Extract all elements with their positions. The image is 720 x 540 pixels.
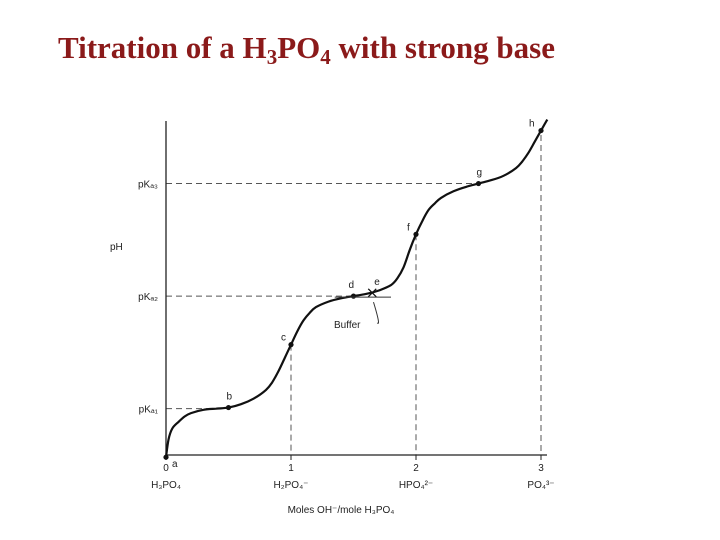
point-label-g: g <box>477 168 483 179</box>
data-point-f <box>413 231 419 237</box>
title-subscript-4: 4 <box>320 45 331 69</box>
data-point-d <box>350 293 357 299</box>
point-label-h: h <box>529 119 535 130</box>
title-suffix: with strong base <box>330 30 555 65</box>
x-axis-label: Moles OH⁻/mole H₃PO₄ <box>288 505 395 516</box>
x-tick-label: 0 <box>163 463 169 474</box>
data-point-b <box>225 404 232 411</box>
y-tick-label: pKₐ₃ <box>138 180 158 191</box>
titration-curve <box>164 119 549 458</box>
buffer-annotation: Buffer <box>334 320 361 331</box>
y-tick-label: pKₐ₁ <box>139 405 159 416</box>
title-prefix: Titration of a H <box>58 30 267 65</box>
title-subscript-3: 3 <box>266 45 278 69</box>
title-po: PO <box>277 30 321 65</box>
x-tick-species: PO₄³⁻ <box>527 480 554 491</box>
x-tick-label: 3 <box>538 463 544 474</box>
data-point-c <box>288 342 294 348</box>
x-tick-species: H₃PO₄ <box>151 480 181 491</box>
point-label-d: d <box>349 280 355 291</box>
point-label-a: a <box>172 459 178 470</box>
x-tick-species: HPO₄²⁻ <box>399 480 433 491</box>
x-tick-label: 1 <box>288 463 294 474</box>
data-point-h <box>538 127 544 134</box>
buffer-leader-line <box>373 301 379 324</box>
data-point-g <box>475 180 482 187</box>
y-axis-label: pH <box>110 242 123 253</box>
point-label-b: b <box>227 392 233 403</box>
data-point-a <box>163 454 169 460</box>
x-tick-label: 2 <box>413 463 419 474</box>
data-point-e <box>367 288 377 298</box>
slide-title: Titration of a H3PO4 with strong base <box>58 30 698 70</box>
point-label-e: e <box>374 277 380 288</box>
x-tick-species: H₂PO₄⁻ <box>274 480 309 491</box>
point-label-c: c <box>281 333 286 344</box>
point-label-f: f <box>407 222 410 233</box>
y-tick-label: pKₐ₂ <box>138 292 158 303</box>
